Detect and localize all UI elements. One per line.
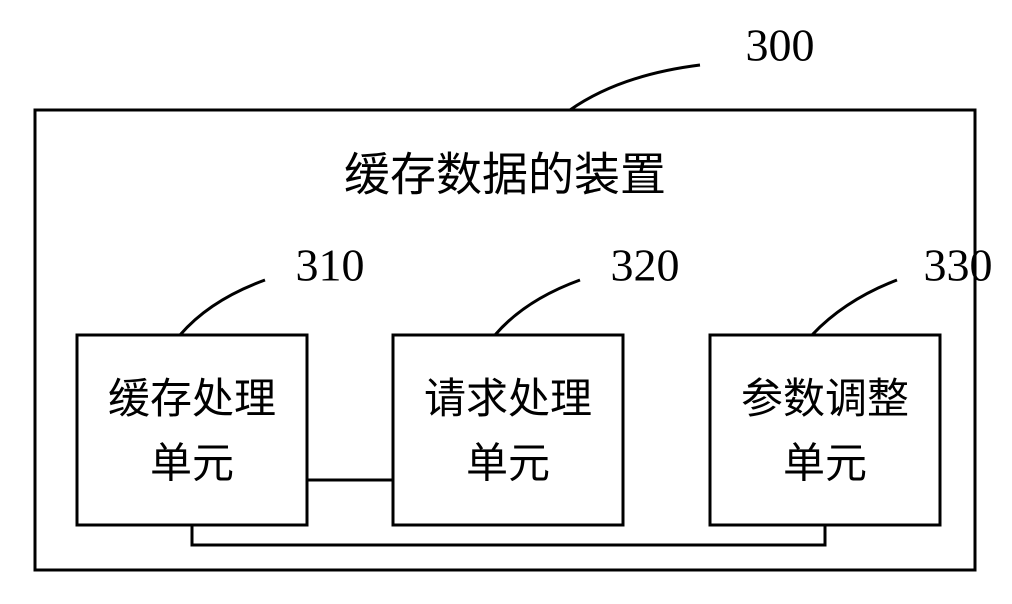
outer-leader: [570, 65, 700, 110]
box-330-leader: [812, 280, 897, 335]
box-330-line1: 参数调整: [741, 376, 909, 423]
outer-title: 缓存数据的装置: [344, 150, 666, 201]
box-330: [710, 335, 940, 525]
outer-ref-label: 300: [746, 20, 815, 71]
box-320: [393, 335, 623, 525]
box-330-ref-label: 330: [924, 240, 993, 291]
box-320-leader: [495, 280, 580, 335]
box-310-leader: [180, 280, 265, 335]
box-310: [77, 335, 307, 525]
box-320-line2: 单元: [466, 442, 550, 488]
box-310-ref-label: 310: [296, 240, 365, 291]
box-330-line2: 单元: [783, 442, 867, 488]
box-310-line1: 缓存处理: [108, 377, 276, 423]
box-310-line2: 单元: [150, 442, 234, 488]
box-320-ref-label: 320: [611, 240, 680, 291]
box-320-line1: 请求处理: [424, 377, 592, 423]
connector-1: [192, 525, 825, 545]
